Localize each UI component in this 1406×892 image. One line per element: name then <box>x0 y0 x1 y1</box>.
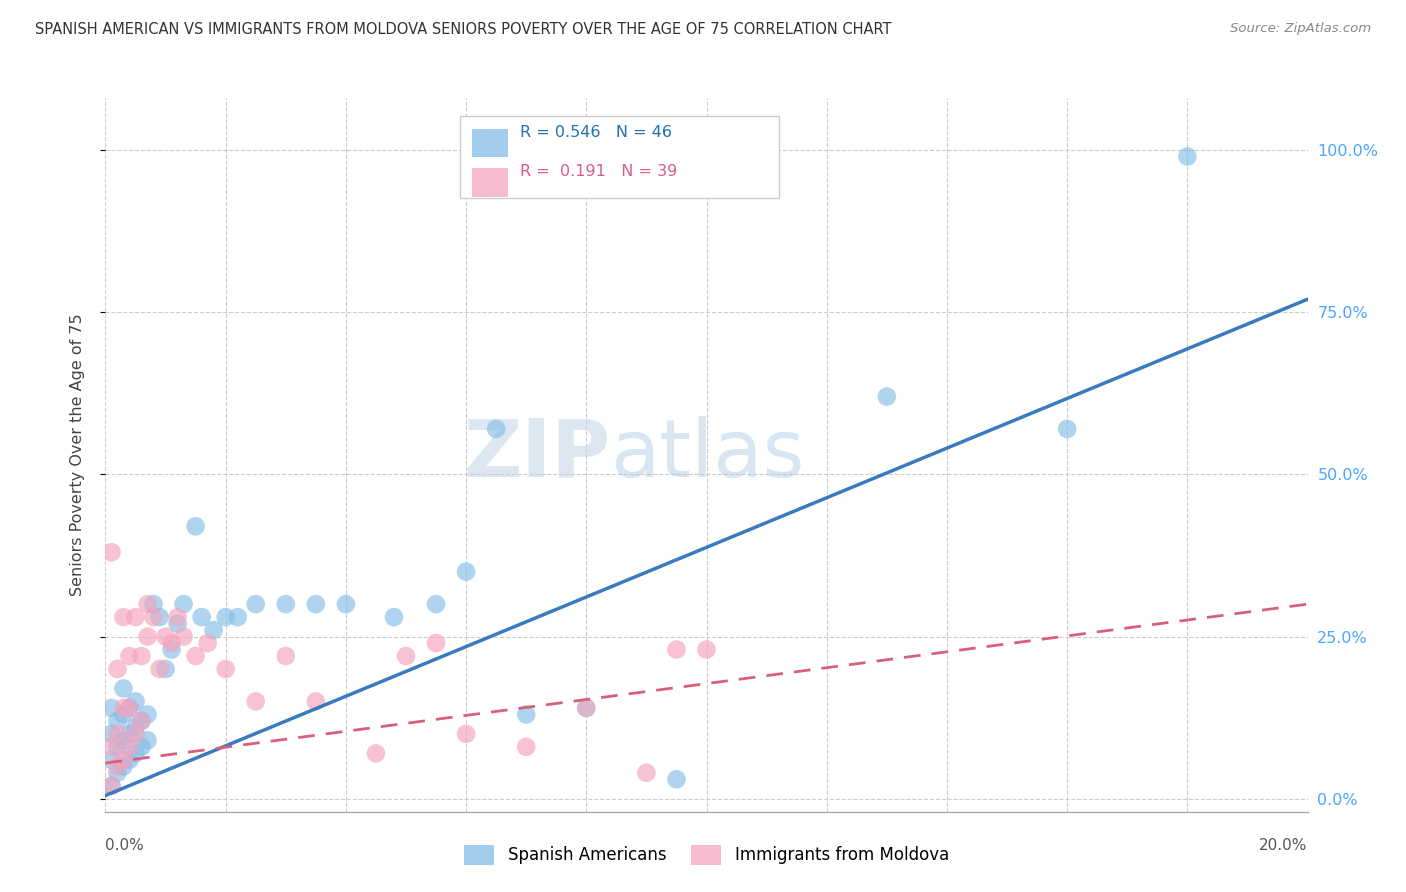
Point <box>100 701 122 715</box>
Point <box>202 623 225 637</box>
Point <box>184 648 207 663</box>
Point <box>364 747 387 761</box>
Point <box>107 759 129 773</box>
Point <box>425 636 447 650</box>
Point <box>112 701 135 715</box>
Point <box>136 630 159 644</box>
Point <box>197 636 219 650</box>
Point <box>136 733 159 747</box>
Point <box>112 707 135 722</box>
Point <box>155 662 177 676</box>
Point <box>636 765 658 780</box>
Point <box>100 739 122 754</box>
Point <box>696 642 718 657</box>
Point <box>190 610 212 624</box>
Text: ZIP: ZIP <box>463 416 610 494</box>
Point <box>425 597 447 611</box>
Point <box>124 747 146 761</box>
Point <box>184 519 207 533</box>
Point <box>100 753 122 767</box>
Point <box>112 753 135 767</box>
Point <box>305 597 328 611</box>
Point <box>107 727 129 741</box>
Point <box>136 707 159 722</box>
Point <box>112 759 135 773</box>
Point <box>107 714 129 728</box>
Point <box>1175 149 1198 163</box>
Text: R = 0.546   N = 46: R = 0.546 N = 46 <box>520 125 672 140</box>
Point <box>142 597 165 611</box>
Point <box>485 422 508 436</box>
Point <box>173 597 195 611</box>
Point <box>214 662 236 676</box>
Point <box>166 610 188 624</box>
Point <box>454 727 477 741</box>
Point <box>1056 422 1078 436</box>
Point <box>124 720 146 734</box>
Point <box>118 753 141 767</box>
Point <box>160 642 183 657</box>
Point <box>274 597 297 611</box>
Point <box>575 701 598 715</box>
Point <box>335 597 357 611</box>
Text: 0.0%: 0.0% <box>105 838 145 853</box>
Point <box>100 545 122 559</box>
Point <box>118 739 141 754</box>
Point <box>118 701 141 715</box>
Point <box>100 779 122 793</box>
Point <box>131 648 153 663</box>
Point <box>274 648 297 663</box>
Point <box>515 739 537 754</box>
Point <box>131 714 153 728</box>
Text: Source: ZipAtlas.com: Source: ZipAtlas.com <box>1230 22 1371 36</box>
Point <box>131 714 153 728</box>
Point <box>107 765 129 780</box>
Point <box>148 610 170 624</box>
Y-axis label: Seniors Poverty Over the Age of 75: Seniors Poverty Over the Age of 75 <box>70 314 84 596</box>
Point <box>395 648 418 663</box>
Point <box>160 636 183 650</box>
Text: R =  0.191   N = 39: R = 0.191 N = 39 <box>520 164 678 179</box>
Point <box>876 390 898 404</box>
Bar <box>472 168 508 196</box>
Point <box>131 739 153 754</box>
Point <box>575 701 598 715</box>
Text: 20.0%: 20.0% <box>1260 838 1308 853</box>
FancyBboxPatch shape <box>460 116 779 198</box>
Point <box>382 610 405 624</box>
Point <box>226 610 249 624</box>
Point <box>166 616 188 631</box>
Point <box>245 694 267 708</box>
Point <box>665 772 688 787</box>
Point <box>142 610 165 624</box>
Point <box>112 681 135 696</box>
Point <box>118 648 141 663</box>
Point <box>112 733 135 747</box>
Point <box>665 642 688 657</box>
Point <box>305 694 328 708</box>
Point <box>155 630 177 644</box>
Point <box>100 779 122 793</box>
Point <box>454 565 477 579</box>
Text: SPANISH AMERICAN VS IMMIGRANTS FROM MOLDOVA SENIORS POVERTY OVER THE AGE OF 75 C: SPANISH AMERICAN VS IMMIGRANTS FROM MOLD… <box>35 22 891 37</box>
Point <box>107 739 129 754</box>
Point <box>515 707 537 722</box>
Point <box>124 610 146 624</box>
Point <box>124 694 146 708</box>
Point <box>173 630 195 644</box>
Point <box>245 597 267 611</box>
Bar <box>472 128 508 157</box>
Point <box>100 727 122 741</box>
Point <box>214 610 236 624</box>
Text: atlas: atlas <box>610 416 804 494</box>
Point <box>112 610 135 624</box>
Point <box>148 662 170 676</box>
Point <box>118 701 141 715</box>
Point <box>118 727 141 741</box>
Point <box>136 597 159 611</box>
Point <box>124 727 146 741</box>
Point <box>107 662 129 676</box>
Legend: Spanish Americans, Immigrants from Moldova: Spanish Americans, Immigrants from Moldo… <box>457 838 956 871</box>
